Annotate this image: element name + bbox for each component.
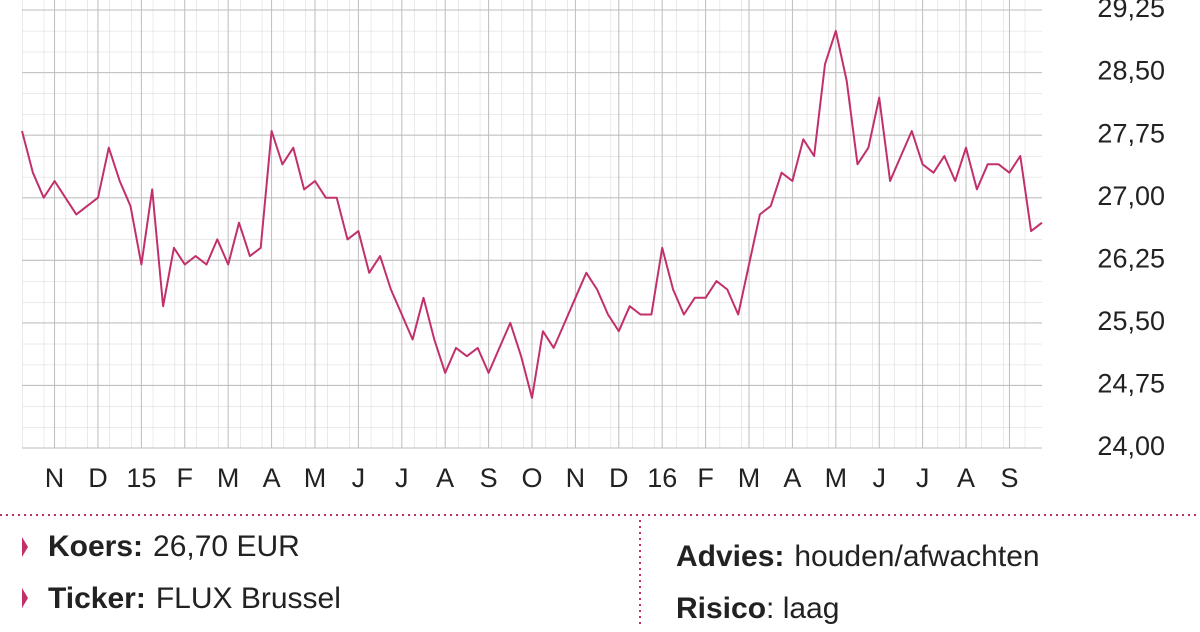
y-tick-label: 27,75 (1097, 118, 1165, 148)
info-line: Koers: 26,70 EUR (48, 530, 300, 563)
x-tick-label: A (436, 463, 454, 493)
y-tick-label: 24,75 (1097, 369, 1165, 399)
bullet (22, 537, 28, 557)
x-tick-label: S (480, 463, 498, 493)
x-tick-label: D (88, 463, 108, 493)
info-value: : laag (766, 592, 839, 625)
info-value: FLUX Brussel (156, 582, 341, 615)
x-tick-label: J (916, 463, 930, 493)
x-tick-label: D (609, 463, 629, 493)
x-tick-label: S (1000, 463, 1018, 493)
x-tick-label: J (872, 463, 886, 493)
x-tick-label: A (263, 463, 281, 493)
x-tick-label: M (738, 463, 761, 493)
y-tick-label: 29,25 (1097, 0, 1165, 23)
info-label: Koers: (48, 530, 143, 563)
x-tick-label: 15 (126, 463, 156, 493)
info-line: Ticker: FLUX Brussel (48, 582, 341, 615)
info-line: Advies: houden/afwachten (676, 540, 1040, 573)
y-tick-label: 25,50 (1097, 306, 1165, 336)
y-tick-label: 26,25 (1097, 243, 1165, 273)
y-tick-label: 27,00 (1097, 181, 1165, 211)
x-tick-label: J (352, 463, 366, 493)
x-tick-label: A (783, 463, 801, 493)
bullet (22, 588, 28, 608)
info-value: houden/afwachten (794, 540, 1039, 573)
x-tick-label: F (177, 463, 194, 493)
info-label: Advies: (676, 540, 784, 573)
y-tick-label: 24,00 (1097, 431, 1165, 461)
x-tick-label: F (697, 463, 714, 493)
x-tick-label: N (566, 463, 586, 493)
info-label: Risico (676, 592, 766, 625)
info-value: 26,70 EUR (153, 530, 300, 563)
info-label: Ticker: (48, 582, 146, 615)
x-tick-label: M (825, 463, 848, 493)
x-tick-label: O (521, 463, 542, 493)
x-tick-label: N (45, 463, 65, 493)
x-tick-label: M (217, 463, 240, 493)
info-line: Risico: laag (676, 592, 839, 625)
x-tick-label: M (304, 463, 327, 493)
x-tick-label: 16 (647, 463, 677, 493)
x-tick-label: J (395, 463, 409, 493)
y-tick-label: 28,50 (1097, 56, 1165, 86)
x-tick-label: A (957, 463, 975, 493)
price-line (21, 29, 1043, 399)
